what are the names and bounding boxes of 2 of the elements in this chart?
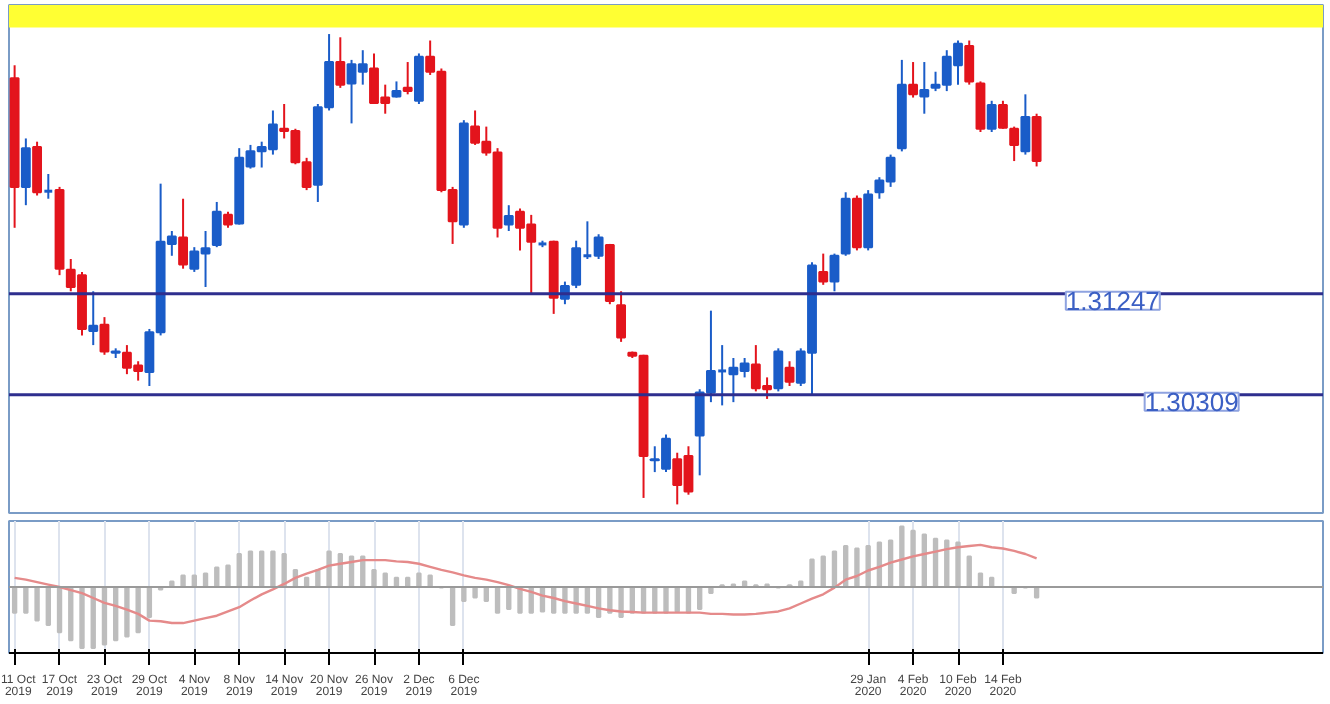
ref-line-label: 1.31247 <box>1065 285 1160 316</box>
ref-line-label: 1.30309 <box>1144 386 1239 417</box>
